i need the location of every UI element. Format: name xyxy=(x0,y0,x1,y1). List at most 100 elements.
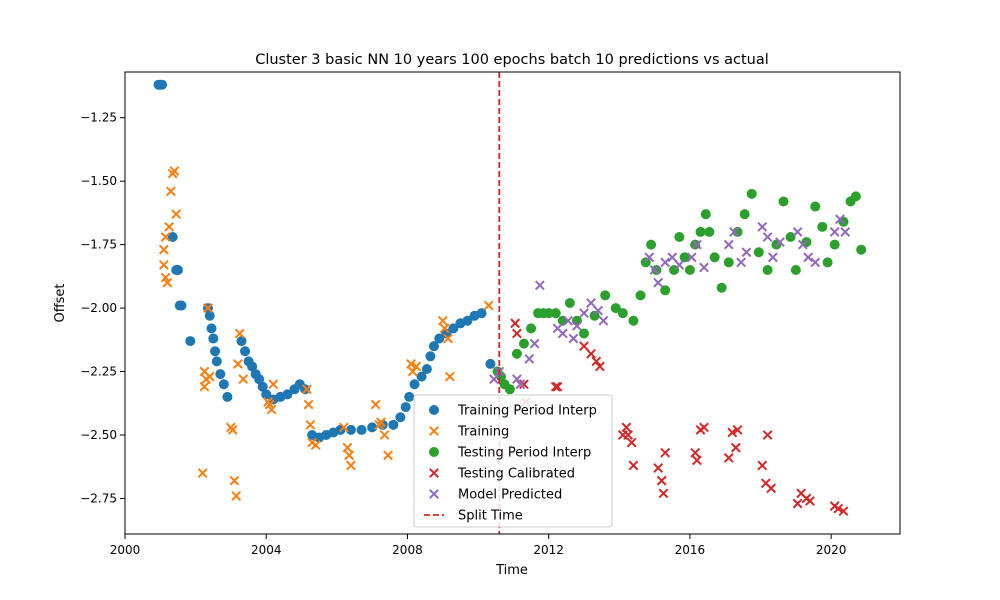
data-point xyxy=(610,303,621,314)
data-point xyxy=(730,442,741,453)
data-point xyxy=(635,290,646,301)
y-tick-label: −1.25 xyxy=(80,111,117,125)
data-point xyxy=(247,361,258,372)
legend-label: Testing Calibrated xyxy=(457,467,575,482)
data-point xyxy=(704,226,715,237)
data-point xyxy=(564,298,575,308)
data-point xyxy=(300,384,311,395)
data-point xyxy=(444,371,455,382)
data-point xyxy=(208,333,219,344)
legend-swatch xyxy=(429,426,439,436)
data-point xyxy=(757,221,768,232)
data-point xyxy=(568,333,579,344)
data-point xyxy=(383,450,393,461)
data-point xyxy=(644,252,655,263)
data-point xyxy=(856,244,867,255)
data-point xyxy=(653,277,664,288)
legend-swatch xyxy=(429,489,439,499)
data-point xyxy=(739,209,750,220)
data-point xyxy=(723,257,734,268)
chart-title: Cluster 3 basic NN 10 years 100 epochs b… xyxy=(255,52,769,68)
data-point xyxy=(310,440,321,451)
data-point xyxy=(489,374,499,385)
data-point xyxy=(767,252,778,263)
plot-frame xyxy=(124,71,901,535)
legend: Training Period Interp Training Testing Pe… xyxy=(413,394,613,528)
data-point xyxy=(204,371,215,382)
data-point xyxy=(233,359,243,369)
x-tick-label: 2012 xyxy=(533,543,564,557)
data-point xyxy=(437,315,448,326)
data-point xyxy=(222,391,233,402)
data-point xyxy=(692,239,702,250)
data-point xyxy=(515,379,526,390)
data-point xyxy=(617,308,628,319)
data-point xyxy=(578,328,589,339)
legend-entry: Training xyxy=(429,425,509,440)
data-point xyxy=(586,348,596,359)
data-point xyxy=(699,422,709,433)
y-axis: −1.25 −1.50 −1.75 −2.00 −2.25 −2.50 −2.75 xyxy=(80,111,125,505)
data-point xyxy=(656,475,667,486)
data-point xyxy=(723,452,734,463)
legend-entry: Split Time xyxy=(424,509,523,524)
data-point xyxy=(557,328,568,339)
legend-box xyxy=(413,394,613,528)
data-point xyxy=(370,399,381,410)
data-point xyxy=(785,232,796,242)
x-axis: 2000 2004 2008 2012 2016 2020 xyxy=(110,534,846,557)
data-point xyxy=(176,300,187,311)
data-point xyxy=(550,308,561,319)
data-point xyxy=(709,252,720,263)
data-point xyxy=(158,244,169,255)
data-point xyxy=(416,371,427,382)
data-point xyxy=(529,338,540,349)
data-point xyxy=(660,447,671,458)
data-point xyxy=(434,333,445,344)
data-point xyxy=(400,402,411,413)
legend-label: Split Time xyxy=(458,509,523,524)
data-point xyxy=(649,265,660,275)
data-point xyxy=(746,188,757,199)
legend-label: Model Predicted xyxy=(458,488,562,503)
series-layer xyxy=(153,79,867,517)
data-point xyxy=(231,491,242,501)
data-point xyxy=(833,503,844,514)
y-axis-label: Offset xyxy=(53,283,68,322)
data-point xyxy=(305,419,316,430)
data-point xyxy=(594,361,605,372)
data-point xyxy=(167,232,178,242)
data-point xyxy=(204,310,215,321)
data-point xyxy=(199,381,210,392)
data-point xyxy=(762,265,773,275)
data-point xyxy=(218,379,229,390)
data-point xyxy=(203,303,213,313)
data-point xyxy=(667,252,678,263)
data-point xyxy=(829,227,840,237)
data-point xyxy=(628,460,639,471)
data-point xyxy=(512,374,522,385)
legend-label: Testing Period Interp xyxy=(457,446,591,461)
data-point xyxy=(684,265,695,275)
x-tick-label: 2008 xyxy=(392,543,423,557)
data-point xyxy=(282,389,293,400)
data-point xyxy=(557,315,568,326)
data-point xyxy=(268,379,279,390)
data-point xyxy=(162,277,173,288)
data-point xyxy=(543,308,554,319)
data-point xyxy=(829,239,840,250)
data-point xyxy=(757,460,768,471)
data-point xyxy=(439,323,450,334)
data-point xyxy=(462,315,473,326)
data-point xyxy=(805,496,815,506)
data-point xyxy=(766,483,777,494)
data-point xyxy=(690,239,701,250)
data-point xyxy=(534,280,545,291)
y-tick-label: −1.50 xyxy=(80,174,117,188)
data-point xyxy=(443,333,453,344)
data-point xyxy=(621,422,632,433)
data-point xyxy=(406,359,416,369)
data-point xyxy=(736,257,747,268)
data-point xyxy=(732,425,743,435)
